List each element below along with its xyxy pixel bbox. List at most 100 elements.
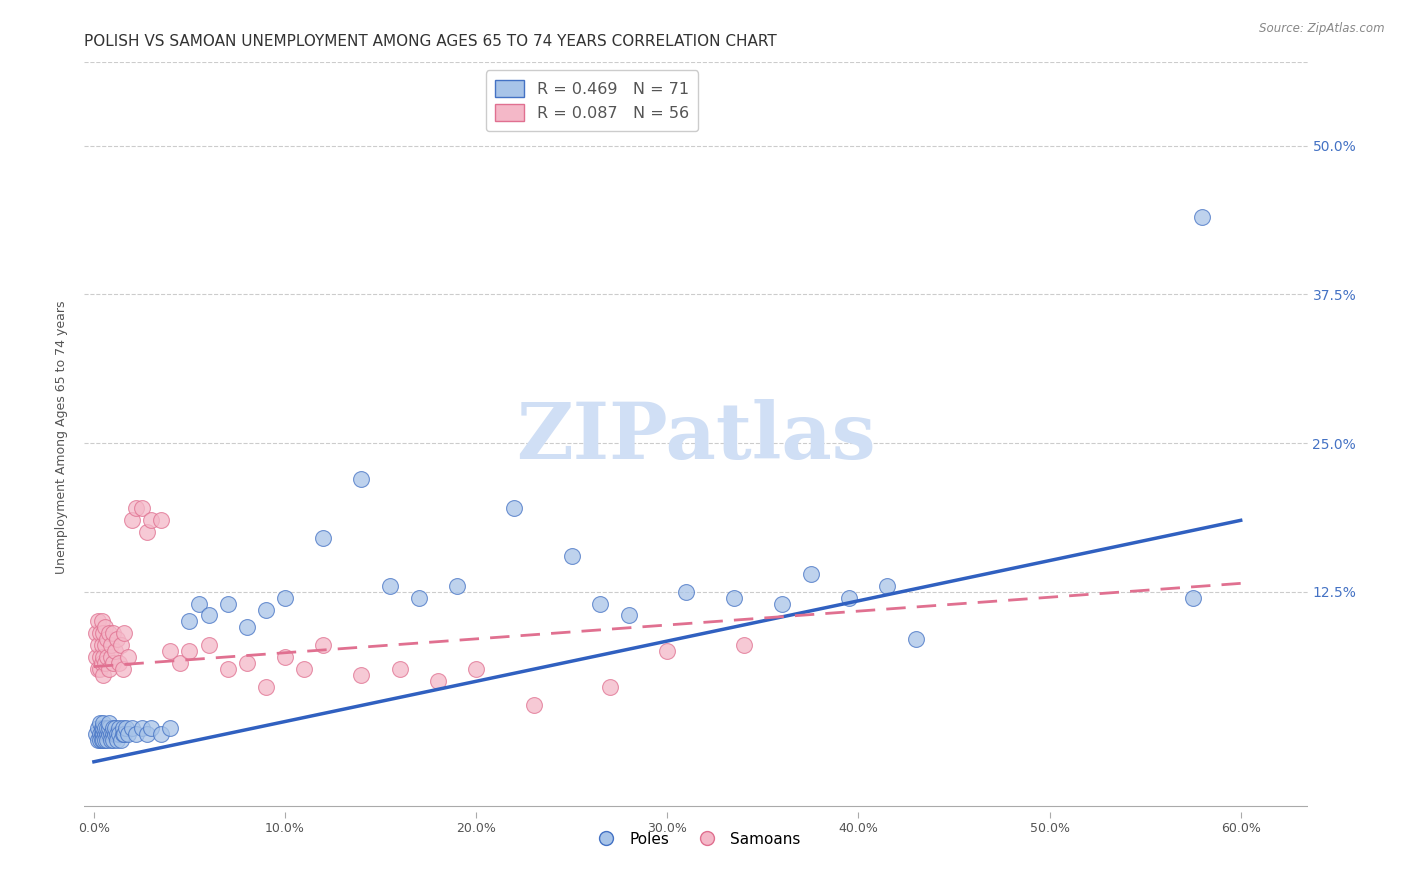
Point: [84, 727, 107, 741]
Point: [93, 727, 115, 741]
Point: [105, 733, 128, 747]
Point: [89, 715, 111, 730]
Point: [111, 662, 134, 676]
Point: [254, 680, 277, 694]
Point: [111, 722, 134, 736]
Point: [159, 722, 181, 736]
Point: [87, 733, 110, 747]
Point: [96, 632, 118, 647]
Point: [93, 650, 115, 665]
Point: [274, 591, 297, 605]
Point: [254, 602, 277, 616]
Point: [101, 727, 124, 741]
Point: [104, 644, 127, 658]
Point: [94, 733, 117, 747]
Point: [110, 638, 132, 652]
Point: [98, 715, 121, 730]
Point: [96, 727, 118, 741]
Point: [93, 626, 115, 640]
Point: [125, 501, 148, 516]
Point: [87, 722, 110, 736]
Point: [465, 662, 488, 676]
Point: [217, 662, 239, 676]
Point: [114, 727, 136, 741]
Point: [84, 650, 107, 665]
Point: [236, 656, 259, 670]
Point: [141, 722, 163, 736]
Point: [98, 626, 121, 640]
Point: [94, 656, 117, 670]
Point: [111, 727, 134, 741]
Point: [89, 626, 111, 640]
Point: [89, 733, 111, 747]
Point: [89, 650, 111, 665]
Point: [617, 608, 640, 623]
Point: [876, 579, 898, 593]
Point: [136, 525, 159, 540]
Point: [838, 591, 860, 605]
Point: [90, 722, 112, 736]
Point: [114, 626, 136, 640]
Point: [93, 715, 115, 730]
Point: [96, 650, 118, 665]
Point: [188, 597, 211, 611]
Point: [87, 638, 110, 652]
Point: [141, 513, 163, 527]
Point: [87, 662, 110, 676]
Point: [426, 673, 449, 688]
Point: [90, 727, 112, 741]
Point: [101, 626, 124, 640]
Point: [98, 727, 121, 741]
Point: [675, 584, 697, 599]
Point: [104, 722, 127, 736]
Text: Source: ZipAtlas.com: Source: ZipAtlas.com: [1260, 22, 1385, 36]
Point: [90, 615, 112, 629]
Point: [800, 566, 823, 581]
Point: [657, 644, 679, 658]
Point: [105, 632, 128, 647]
Point: [100, 650, 122, 665]
Point: [87, 615, 110, 629]
Point: [94, 620, 117, 634]
Text: POLISH VS SAMOAN UNEMPLOYMENT AMONG AGES 65 TO 74 YEARS CORRELATION CHART: POLISH VS SAMOAN UNEMPLOYMENT AMONG AGES…: [84, 34, 778, 49]
Point: [217, 597, 239, 611]
Point: [179, 644, 201, 658]
Point: [1181, 591, 1204, 605]
Point: [94, 638, 117, 652]
Point: [107, 727, 129, 741]
Point: [105, 727, 128, 741]
Point: [350, 472, 373, 486]
Point: [93, 722, 115, 736]
Point: [100, 733, 122, 747]
Point: [1191, 210, 1213, 224]
Point: [101, 656, 124, 670]
Point: [107, 722, 129, 736]
Point: [274, 650, 297, 665]
Point: [503, 501, 526, 516]
Point: [179, 615, 201, 629]
Y-axis label: Unemployment Among Ages 65 to 74 years: Unemployment Among Ages 65 to 74 years: [55, 301, 67, 574]
Point: [125, 727, 148, 741]
Point: [380, 579, 402, 593]
Point: [561, 549, 583, 563]
Point: [98, 662, 121, 676]
Point: [110, 733, 132, 747]
Point: [388, 662, 411, 676]
Point: [136, 727, 159, 741]
Point: [312, 638, 335, 652]
Point: [90, 638, 112, 652]
Point: [197, 608, 219, 623]
Point: [90, 733, 112, 747]
Point: [96, 722, 118, 736]
Point: [94, 727, 117, 741]
Point: [94, 722, 117, 736]
Point: [723, 591, 745, 605]
Point: [100, 638, 122, 652]
Point: [93, 733, 115, 747]
Point: [93, 668, 115, 682]
Point: [98, 722, 121, 736]
Point: [90, 656, 112, 670]
Point: [599, 680, 621, 694]
Point: [117, 727, 139, 741]
Point: [522, 698, 544, 712]
